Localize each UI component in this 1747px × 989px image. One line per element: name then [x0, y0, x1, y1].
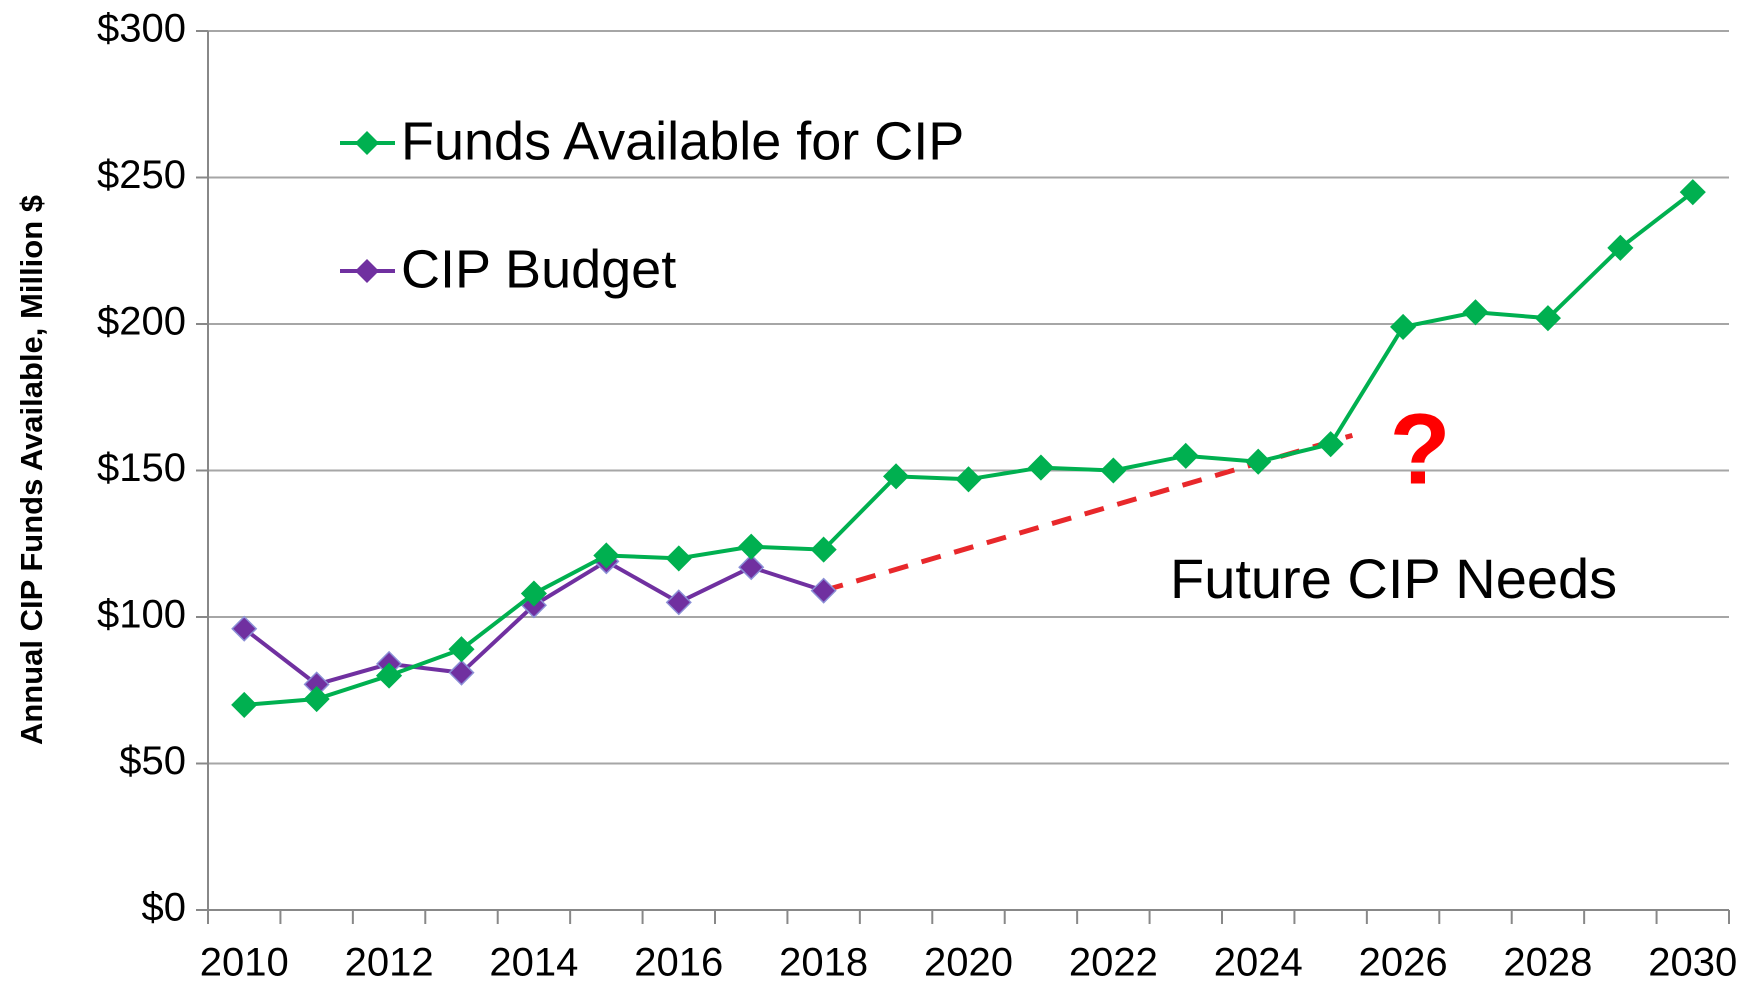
series-marker	[376, 662, 403, 689]
x-tick-label: 2024	[1214, 941, 1303, 985]
series-marker	[1245, 448, 1272, 475]
series-marker	[955, 466, 982, 493]
x-tick-label: 2030	[1648, 941, 1737, 985]
x-tick-label: 2012	[345, 941, 434, 985]
series-marker	[231, 615, 258, 642]
series-marker	[1172, 442, 1199, 469]
x-tick-label: 2020	[924, 941, 1013, 985]
series-marker	[1462, 299, 1489, 326]
y-tick-label: $0	[142, 886, 187, 930]
series-marker	[1317, 431, 1344, 458]
series-marker	[1679, 179, 1706, 206]
series-marker	[593, 542, 620, 569]
x-tick-label: 2010	[200, 941, 289, 985]
y-tick-label: $250	[97, 153, 186, 197]
x-tick-label: 2016	[634, 941, 723, 985]
annotation-text: Future CIP Needs	[1170, 547, 1617, 610]
x-tick-label: 2014	[489, 941, 578, 985]
y-tick-label: $300	[97, 7, 186, 51]
legend-label: Funds Available for CIP	[401, 111, 964, 171]
x-tick-label: 2028	[1503, 941, 1592, 985]
series-marker	[738, 554, 765, 581]
series-marker	[738, 533, 765, 560]
series-marker	[1607, 234, 1634, 261]
annotation-question: ?	[1389, 393, 1450, 505]
y-tick-label: $150	[97, 446, 186, 490]
series-marker	[1390, 313, 1417, 340]
series-marker	[810, 577, 837, 604]
y-tick-label: $200	[97, 300, 186, 344]
series-marker	[665, 589, 692, 616]
series-marker	[1534, 305, 1561, 332]
series-marker	[883, 463, 910, 490]
legend-marker	[355, 131, 379, 155]
series-marker	[303, 685, 330, 713]
y-axis-label: Annual CIP Funds Available, Million $	[14, 195, 49, 745]
x-tick-label: 2026	[1359, 941, 1448, 985]
series-marker	[448, 659, 475, 686]
x-tick-label: 2022	[1069, 941, 1158, 985]
series-marker	[665, 545, 692, 572]
x-tick-label: 2018	[779, 941, 868, 985]
series-marker	[231, 691, 258, 718]
series-marker	[1100, 457, 1127, 484]
series-marker	[448, 636, 475, 663]
series-marker	[1027, 454, 1054, 481]
legend-label: CIP Budget	[401, 239, 676, 299]
y-tick-label: $100	[97, 593, 186, 637]
y-tick-label: $50	[119, 739, 186, 783]
series-line	[242, 559, 825, 687]
legend-marker	[355, 259, 379, 283]
series-marker	[520, 580, 547, 607]
series-marker	[810, 536, 837, 563]
